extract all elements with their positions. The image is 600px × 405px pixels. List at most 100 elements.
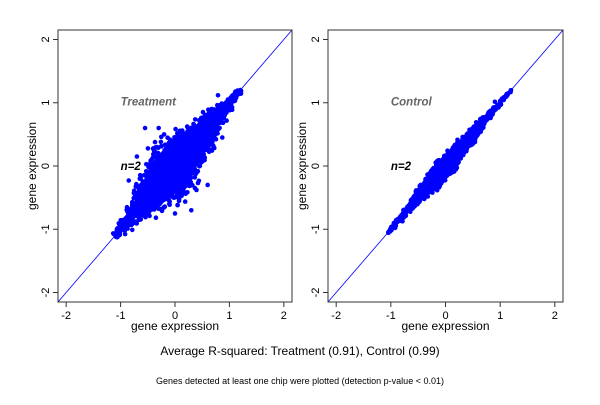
outlier-point bbox=[189, 208, 194, 213]
data-point bbox=[173, 178, 178, 183]
y-tick-label: 2 bbox=[40, 36, 52, 42]
data-point bbox=[202, 155, 207, 160]
data-point bbox=[222, 113, 227, 118]
outlier-point bbox=[162, 132, 167, 137]
data-point bbox=[171, 152, 176, 157]
data-point bbox=[154, 215, 159, 220]
data-point bbox=[221, 120, 226, 125]
data-point bbox=[190, 155, 195, 160]
data-point bbox=[163, 154, 168, 159]
data-point bbox=[148, 158, 153, 163]
data-point bbox=[212, 146, 217, 151]
data-point bbox=[196, 169, 201, 174]
data-point bbox=[181, 185, 186, 190]
data-point bbox=[206, 148, 211, 153]
data-point bbox=[154, 192, 159, 197]
data-point bbox=[192, 130, 197, 135]
x-tick-label: -2 bbox=[61, 310, 71, 322]
data-point bbox=[160, 175, 165, 180]
data-point bbox=[138, 205, 143, 210]
data-point bbox=[211, 132, 216, 137]
data-point bbox=[127, 221, 132, 226]
data-point bbox=[161, 205, 166, 210]
data-point bbox=[115, 229, 120, 234]
data-point bbox=[212, 117, 217, 122]
data-point bbox=[166, 148, 171, 153]
data-point bbox=[207, 126, 212, 131]
data-point bbox=[153, 154, 158, 159]
data-point bbox=[209, 107, 214, 112]
data-point bbox=[167, 183, 172, 188]
data-point bbox=[149, 191, 154, 196]
data-point bbox=[199, 160, 204, 165]
data-point bbox=[216, 93, 221, 98]
data-point bbox=[167, 194, 172, 199]
y-tick-label: 0 bbox=[40, 163, 52, 169]
data-point bbox=[167, 169, 172, 174]
data-point bbox=[123, 228, 128, 233]
data-point bbox=[163, 170, 168, 175]
data-point bbox=[119, 218, 124, 223]
data-point bbox=[181, 136, 186, 141]
data-point bbox=[197, 139, 202, 144]
data-point bbox=[193, 117, 198, 122]
x-tick-label: 2 bbox=[281, 310, 287, 322]
data-point bbox=[156, 165, 161, 170]
data-point bbox=[139, 210, 144, 215]
data-point bbox=[183, 199, 188, 204]
data-point bbox=[143, 211, 148, 216]
data-point bbox=[190, 136, 195, 141]
data-point bbox=[167, 202, 172, 207]
panel-title: Treatment bbox=[121, 96, 178, 108]
data-point bbox=[198, 123, 203, 128]
data-point bbox=[138, 176, 143, 181]
data-point bbox=[182, 150, 187, 155]
outlier-point bbox=[173, 211, 178, 216]
y-tick-label: 1 bbox=[40, 100, 52, 106]
data-point bbox=[231, 99, 236, 104]
data-point bbox=[174, 146, 179, 151]
data-point bbox=[153, 140, 158, 145]
data-point bbox=[154, 172, 159, 177]
data-point bbox=[203, 113, 208, 118]
data-point bbox=[199, 145, 204, 150]
data-point bbox=[144, 200, 149, 205]
data-point bbox=[177, 199, 182, 204]
x-tick-label: -1 bbox=[116, 310, 126, 322]
data-point bbox=[119, 225, 124, 230]
data-point bbox=[156, 182, 161, 187]
data-point bbox=[178, 155, 183, 160]
data-point bbox=[165, 135, 170, 140]
data-point bbox=[233, 89, 238, 94]
data-point bbox=[190, 167, 195, 172]
y-axis-label: gene expression bbox=[25, 122, 39, 210]
outlier-point bbox=[126, 178, 131, 183]
data-point bbox=[197, 179, 202, 184]
data-point bbox=[206, 121, 211, 126]
data-point bbox=[138, 217, 143, 222]
data-point bbox=[161, 183, 166, 188]
data-point bbox=[187, 182, 192, 187]
data-point bbox=[173, 127, 178, 132]
data-point bbox=[134, 192, 139, 197]
data-point bbox=[147, 214, 152, 219]
data-point bbox=[183, 155, 188, 160]
data-point bbox=[168, 188, 173, 193]
x-tick-label: 1 bbox=[226, 310, 232, 322]
data-point bbox=[151, 146, 156, 151]
data-point bbox=[195, 134, 200, 139]
data-point bbox=[175, 203, 180, 208]
data-point bbox=[165, 164, 170, 169]
data-point bbox=[159, 140, 164, 145]
data-point bbox=[113, 233, 118, 238]
data-point bbox=[145, 170, 150, 175]
outlier-point bbox=[135, 154, 140, 159]
data-point bbox=[201, 118, 206, 123]
data-point bbox=[175, 150, 180, 155]
data-point bbox=[239, 91, 244, 96]
data-point bbox=[146, 146, 151, 151]
data-point bbox=[219, 105, 224, 110]
